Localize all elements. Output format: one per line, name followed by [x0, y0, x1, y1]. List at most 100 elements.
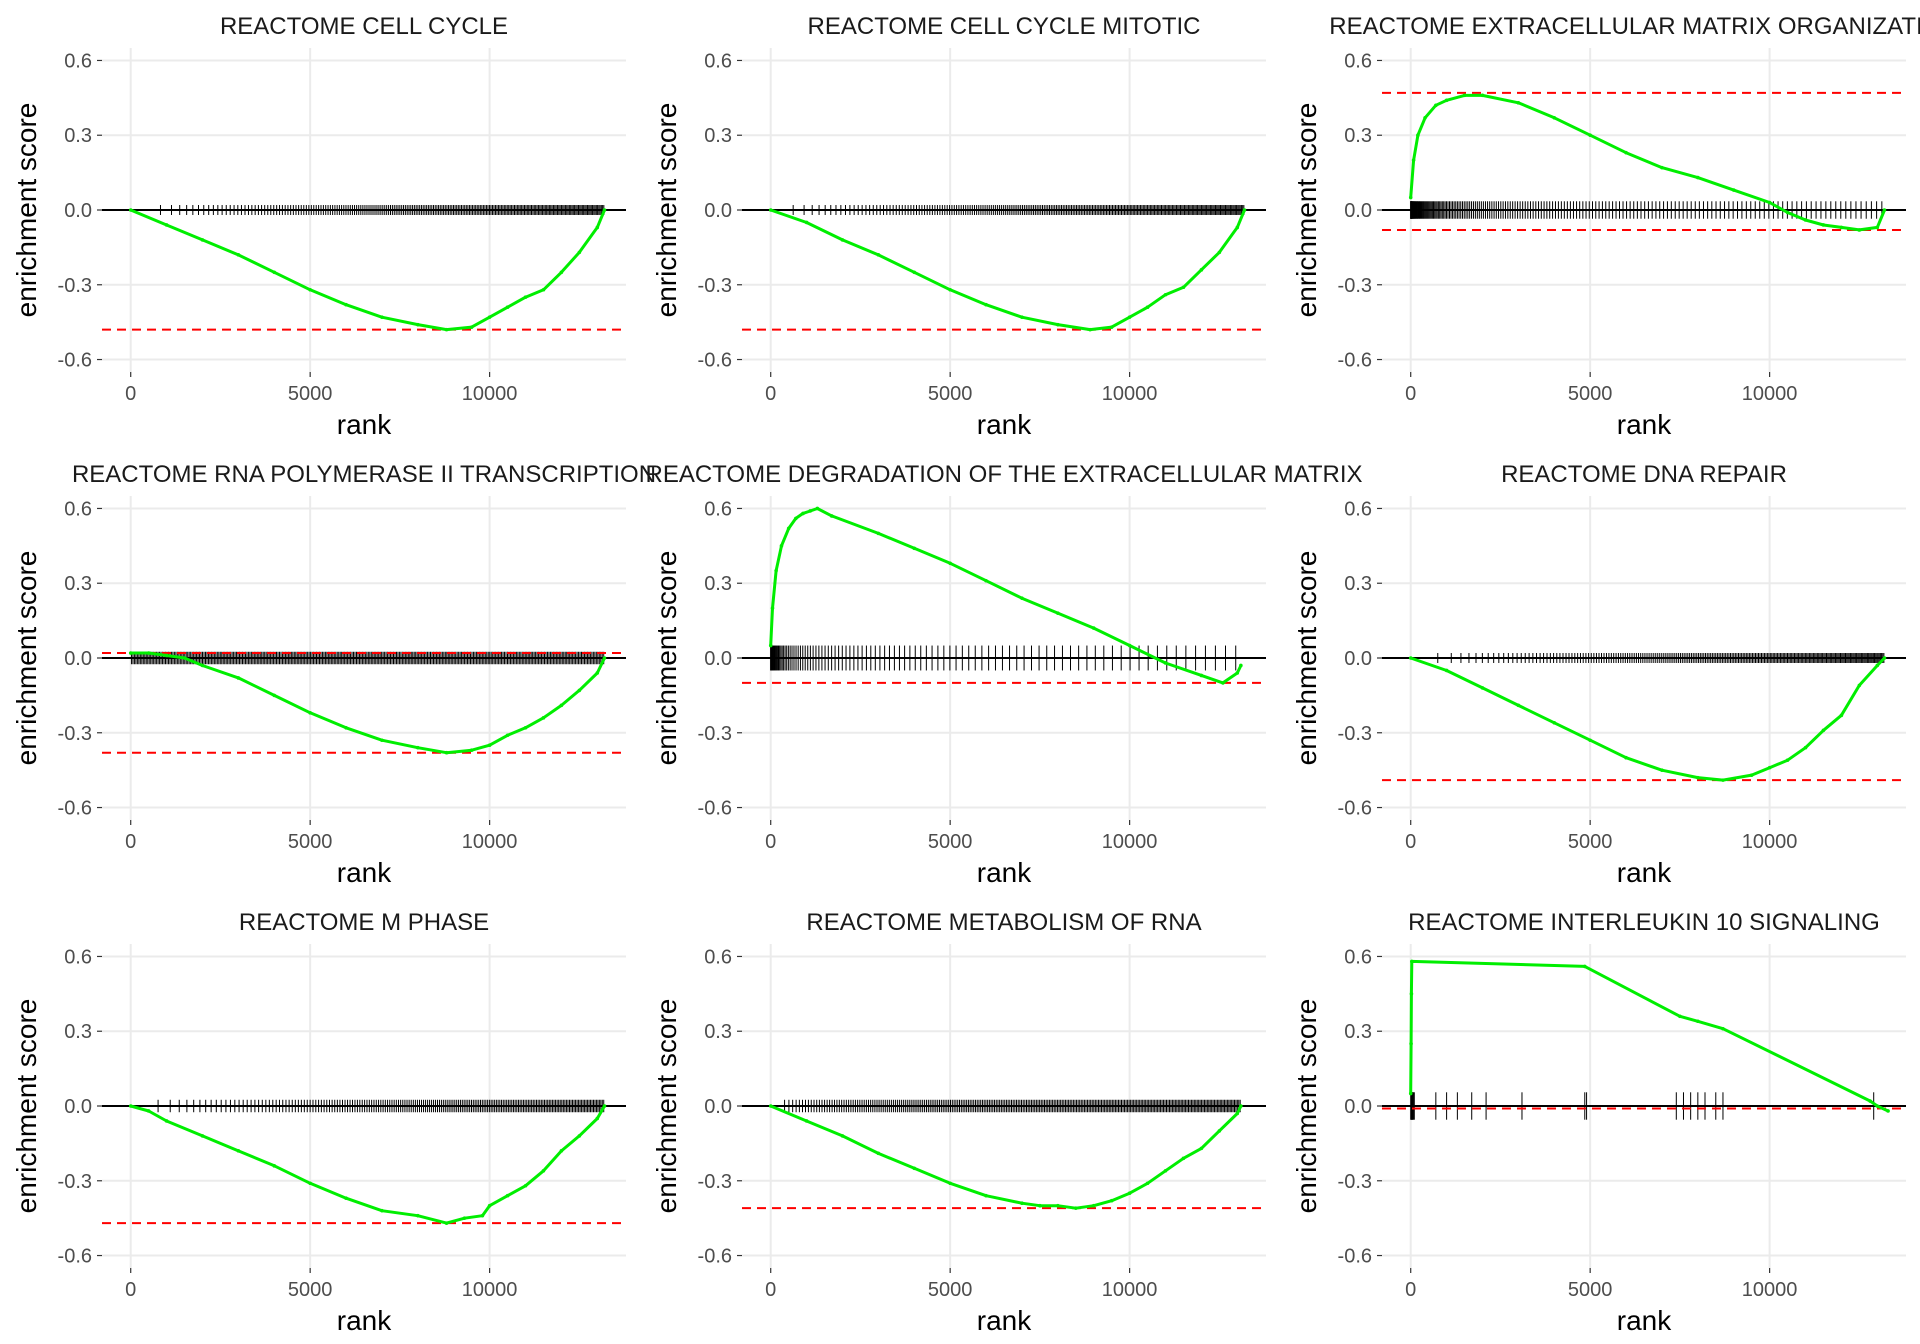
curve-point — [164, 653, 169, 658]
curve-point — [1785, 758, 1790, 762]
curve-point — [595, 671, 600, 675]
curve-point — [1020, 1201, 1024, 1205]
curve-point — [1886, 1109, 1890, 1113]
curve-point — [840, 238, 845, 242]
curve-point — [1821, 223, 1826, 227]
chart-title: REACTOME M PHASE — [239, 909, 489, 936]
curve-point — [1409, 959, 1414, 964]
curve-point — [1181, 1156, 1186, 1161]
curve-point — [1552, 115, 1557, 120]
curve-point — [1803, 745, 1808, 750]
y-tick-label: 0.0 — [704, 200, 732, 222]
curve-point — [1696, 1019, 1700, 1024]
curve-point — [774, 568, 778, 573]
curve-point — [505, 1193, 510, 1198]
y-tick-label: 0.3 — [1344, 125, 1372, 147]
curve-point — [1056, 322, 1060, 327]
curve-point — [1109, 325, 1114, 329]
curve-point — [272, 693, 277, 698]
curve-point — [1721, 1026, 1725, 1031]
x-tick-label: 10000 — [1102, 831, 1158, 853]
curve-point — [541, 716, 546, 720]
enrichment-curve — [129, 1104, 606, 1225]
enrichment-curve — [1409, 959, 1890, 1113]
curve-point — [1552, 721, 1557, 725]
curve-point — [1408, 1091, 1413, 1096]
curve-point — [487, 1203, 492, 1208]
curve-point — [768, 1104, 773, 1108]
y-tick-label: 0.3 — [704, 125, 732, 147]
curve-point — [236, 253, 241, 257]
curve-point — [595, 225, 600, 230]
curve-point — [768, 208, 773, 212]
x-tick-label: 5000 — [928, 831, 973, 853]
curve-point — [505, 733, 510, 738]
y-tick-label: -0.6 — [698, 350, 732, 372]
y-tick-label: -0.6 — [58, 798, 92, 820]
curve-point — [1678, 1014, 1682, 1019]
y-tick-label: 0.3 — [64, 1021, 92, 1043]
curve-point — [164, 223, 169, 227]
curve-point — [948, 561, 952, 566]
curve-point — [577, 1134, 582, 1138]
curve-point — [469, 325, 474, 329]
enrichment-curve — [1409, 656, 1886, 782]
x-axis-label: rank — [1617, 409, 1672, 440]
curve-point — [1624, 150, 1628, 155]
y-tick-label: -0.3 — [58, 723, 92, 745]
curve-point — [200, 238, 205, 242]
x-tick-label: 0 — [125, 831, 136, 853]
plot-area — [1382, 91, 1906, 232]
x-tick-label: 0 — [125, 383, 136, 405]
curve-point — [1480, 686, 1485, 690]
curve-point — [1444, 98, 1449, 103]
y-axis-label: enrichment score — [651, 551, 682, 766]
curve-point — [272, 270, 277, 275]
y-tick-label: 0.6 — [64, 946, 92, 968]
curve-point — [1696, 775, 1700, 780]
y-tick-label: -0.6 — [698, 1246, 732, 1268]
x-tick-label: 0 — [765, 831, 776, 853]
curve-point — [1163, 1169, 1168, 1173]
curve-point — [1767, 765, 1772, 770]
x-axis-label: rank — [1617, 1305, 1672, 1336]
curve-point — [840, 1134, 845, 1138]
curve-point — [480, 1213, 485, 1218]
x-tick-label: 0 — [765, 383, 776, 405]
chart-panel-7: REACTOME M PHASE 0 5000 10000 0.6 0.3 0.0 -0.3 -… — [11, 909, 626, 1336]
x-tick-label: 5000 — [288, 831, 333, 853]
curve-point — [1235, 1111, 1240, 1116]
curve-point — [1409, 992, 1414, 996]
curve-point — [804, 220, 809, 225]
curve-point — [1857, 683, 1862, 688]
x-axis-label: rank — [977, 857, 1032, 888]
curve-point — [559, 1149, 564, 1153]
plot-area — [102, 205, 626, 332]
x-tick-label: 10000 — [1742, 383, 1798, 405]
x-axis-label: rank — [337, 409, 392, 440]
curve-point — [200, 1134, 205, 1138]
y-tick-label: -0.3 — [698, 1171, 732, 1193]
curve-point — [559, 270, 564, 275]
curve-point — [912, 1166, 917, 1171]
curve-point — [1721, 778, 1725, 782]
x-tick-label: 5000 — [288, 383, 333, 405]
y-tick-label: -0.3 — [58, 1171, 92, 1193]
y-tick-label: 0.0 — [1344, 648, 1372, 670]
chart-panel-6: REACTOME DNA REPAIR 0 5000 10000 0.6 0.3 0.0 -0… — [1291, 461, 1906, 888]
y-axis-label: enrichment score — [1291, 551, 1322, 766]
curve-point — [541, 1169, 546, 1173]
curve-point — [1020, 315, 1024, 319]
chart-title: REACTOME METABOLISM OF RNA — [806, 909, 1201, 936]
plot-area — [1382, 653, 1906, 782]
y-axis-label: enrichment score — [651, 999, 682, 1214]
chart-title: REACTOME CELL CYCLE MITOTIC — [808, 13, 1201, 40]
x-tick-label: 5000 — [928, 1279, 973, 1301]
y-tick-label: 0.6 — [704, 946, 732, 968]
curve-point — [1217, 250, 1222, 255]
curve-point — [984, 1193, 988, 1198]
curve-point — [444, 327, 449, 332]
curve-point — [469, 748, 474, 753]
x-tick-label: 5000 — [288, 1279, 333, 1301]
